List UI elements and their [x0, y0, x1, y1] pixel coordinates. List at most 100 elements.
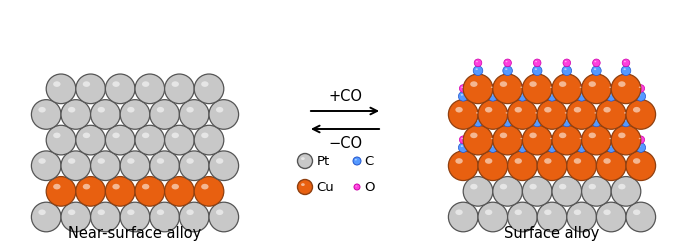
Circle shape [180, 202, 209, 232]
Ellipse shape [549, 145, 552, 147]
Text: C: C [364, 154, 374, 168]
Ellipse shape [520, 138, 522, 139]
Circle shape [488, 92, 498, 101]
Circle shape [473, 117, 483, 127]
Ellipse shape [624, 61, 626, 62]
Circle shape [474, 59, 482, 67]
Circle shape [562, 117, 571, 127]
Ellipse shape [594, 120, 596, 121]
Ellipse shape [127, 209, 135, 215]
Ellipse shape [544, 158, 551, 164]
Ellipse shape [500, 81, 507, 87]
Circle shape [533, 110, 541, 118]
Circle shape [458, 143, 468, 152]
Circle shape [622, 110, 630, 118]
Circle shape [612, 125, 641, 155]
Ellipse shape [618, 184, 625, 189]
Ellipse shape [529, 132, 537, 138]
Circle shape [503, 66, 513, 75]
Circle shape [91, 151, 120, 181]
Ellipse shape [53, 184, 61, 189]
Ellipse shape [216, 158, 223, 164]
Ellipse shape [618, 81, 625, 87]
Ellipse shape [142, 184, 149, 189]
Ellipse shape [633, 209, 641, 215]
Circle shape [548, 136, 556, 143]
Ellipse shape [559, 132, 567, 138]
Circle shape [150, 100, 180, 129]
Ellipse shape [500, 132, 507, 138]
Ellipse shape [565, 68, 567, 70]
Circle shape [612, 177, 641, 206]
Circle shape [636, 143, 645, 152]
Circle shape [150, 151, 180, 181]
Ellipse shape [39, 158, 46, 164]
Ellipse shape [609, 145, 611, 147]
Ellipse shape [68, 209, 75, 215]
Circle shape [508, 202, 537, 232]
Circle shape [474, 110, 482, 118]
Ellipse shape [505, 120, 507, 121]
Ellipse shape [491, 86, 493, 88]
Text: +CO: +CO [328, 89, 363, 104]
Circle shape [91, 202, 120, 232]
Circle shape [612, 74, 641, 104]
Circle shape [489, 85, 497, 92]
Ellipse shape [529, 81, 537, 87]
Ellipse shape [544, 209, 551, 215]
Ellipse shape [559, 81, 567, 87]
Circle shape [593, 59, 600, 67]
Circle shape [596, 202, 626, 232]
Circle shape [626, 202, 656, 232]
Circle shape [489, 136, 497, 143]
Ellipse shape [83, 132, 90, 138]
Circle shape [135, 125, 164, 155]
Ellipse shape [609, 86, 611, 88]
Ellipse shape [216, 209, 223, 215]
Ellipse shape [603, 158, 611, 164]
Circle shape [76, 177, 106, 206]
Circle shape [298, 153, 312, 169]
Circle shape [547, 143, 557, 152]
Circle shape [562, 66, 571, 75]
Ellipse shape [574, 107, 581, 113]
Circle shape [298, 180, 312, 194]
Ellipse shape [53, 132, 61, 138]
Circle shape [563, 59, 571, 67]
Ellipse shape [506, 61, 507, 62]
Ellipse shape [83, 184, 90, 189]
Ellipse shape [455, 209, 463, 215]
Circle shape [120, 202, 150, 232]
Text: Pt: Pt [316, 154, 330, 168]
Text: Near-surface alloy: Near-surface alloy [68, 226, 202, 241]
Circle shape [578, 136, 585, 143]
Ellipse shape [594, 61, 596, 62]
Circle shape [537, 100, 567, 129]
Circle shape [519, 85, 527, 92]
Circle shape [458, 92, 468, 101]
Circle shape [582, 125, 612, 155]
Ellipse shape [68, 107, 75, 113]
Ellipse shape [113, 81, 120, 87]
Ellipse shape [623, 120, 626, 121]
Ellipse shape [127, 158, 135, 164]
Circle shape [473, 66, 483, 75]
Ellipse shape [589, 132, 596, 138]
Ellipse shape [618, 132, 625, 138]
Ellipse shape [589, 81, 596, 87]
Circle shape [567, 100, 596, 129]
Circle shape [463, 74, 493, 104]
Circle shape [493, 177, 522, 206]
Circle shape [209, 151, 238, 181]
Ellipse shape [500, 184, 507, 189]
Ellipse shape [574, 209, 581, 215]
Circle shape [547, 92, 557, 101]
Circle shape [522, 74, 552, 104]
Ellipse shape [470, 81, 477, 87]
Ellipse shape [461, 138, 463, 139]
Circle shape [626, 151, 656, 181]
Circle shape [621, 66, 631, 75]
Ellipse shape [515, 107, 522, 113]
Circle shape [508, 100, 537, 129]
Ellipse shape [485, 209, 493, 215]
